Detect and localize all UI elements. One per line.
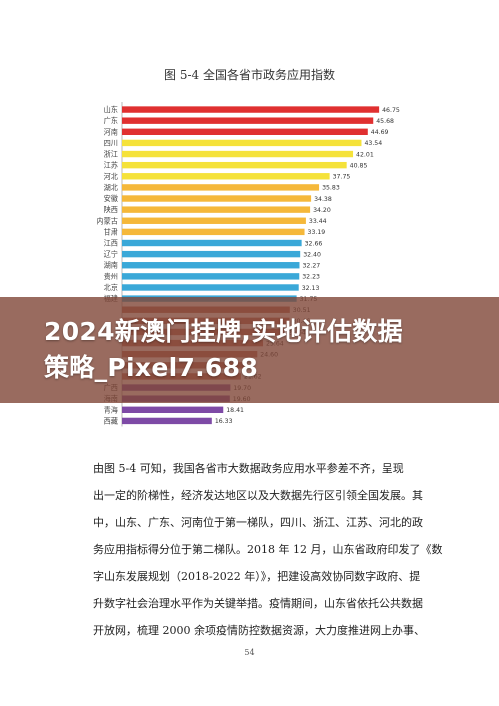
bar-9: [122, 206, 311, 213]
value-label: 33.44: [309, 218, 327, 225]
value-label: 32.40: [303, 251, 321, 258]
category-label: 河北: [104, 172, 118, 181]
value-label: 43.54: [364, 140, 382, 147]
bar-4: [122, 150, 354, 158]
value-label: 34.20: [313, 207, 331, 214]
category-label: 陕西: [104, 205, 118, 214]
bar-1: [122, 117, 374, 124]
bar-12: [122, 239, 302, 247]
body-line: 由图 5-4 可知，我国各省市大数据政务应用水平参差不齐，呈现: [93, 462, 404, 475]
category-label: 甘肃: [104, 227, 118, 236]
category-label: 四川: [104, 138, 118, 147]
category-label: 江西: [104, 239, 118, 248]
category-label: 安徽: [104, 194, 119, 203]
value-label: 18.41: [226, 407, 244, 414]
value-label: 32.23: [302, 274, 320, 281]
bar-13: [122, 250, 301, 258]
bar-28: [122, 417, 212, 425]
bar-3: [122, 139, 362, 147]
value-label: 35.83: [322, 185, 340, 192]
category-label: 湖南: [104, 261, 118, 270]
value-label: 32.66: [305, 240, 323, 247]
value-label: 42.01: [356, 151, 374, 158]
page-number: 54: [244, 648, 255, 657]
category-label: 江苏: [104, 161, 118, 170]
bar-16: [122, 284, 299, 291]
bar-5: [122, 161, 347, 169]
category-label: 山东: [104, 105, 118, 114]
category-label: 内蒙古: [96, 216, 118, 225]
bar-7: [122, 184, 320, 191]
value-label: 32.13: [302, 285, 320, 292]
body-line: 出一定的阶梯性，经济发达地区以及大数据先行区引领全国发展。其: [93, 489, 423, 502]
category-label: 浙江: [104, 150, 118, 159]
category-label: 辽宁: [104, 250, 118, 259]
bar-2: [122, 128, 368, 135]
headline-line-1: 2024新澳门挂牌,实地评估数据: [44, 317, 403, 346]
body-line: 升数字社会治理水平作为关键举措。疫情期间，山东省依托公共数据: [93, 597, 423, 610]
category-label: 贵州: [104, 272, 118, 281]
body-line: 字山东发展规划（2018-2022 年）》，把建设高效协同数字政府、提: [93, 570, 421, 583]
category-label: 北京: [104, 283, 118, 292]
category-label: 广东: [104, 116, 118, 125]
category-label: 青海: [104, 405, 118, 414]
category-label: 湖北: [104, 183, 118, 192]
body-line: 中，山东、广东、河南位于第一梯队，四川、浙江、江苏、河北的政: [93, 516, 423, 529]
value-label: 16.33: [215, 418, 233, 425]
bar-10: [122, 217, 306, 224]
value-label: 33.19: [308, 229, 326, 236]
value-label: 40.85: [350, 162, 368, 169]
body-line: 务应用指标得分位于第二梯队。2018 年 12 月，山东省政府印发了《数: [93, 543, 443, 556]
value-label: 37.75: [333, 174, 351, 181]
bar-0: [122, 106, 380, 113]
value-label: 34.38: [314, 196, 332, 203]
value-label: 46.75: [382, 107, 400, 114]
chart-title: 图 5-4 全国各省市政务应用指数: [164, 68, 335, 82]
headline-banner: 2024新澳门挂牌,实地评估数据 策略_Pixel7.688: [0, 297, 499, 403]
value-label: 45.68: [376, 118, 394, 125]
bar-27: [122, 406, 224, 413]
value-label: 44.69: [371, 129, 389, 136]
category-label: 西藏: [104, 416, 118, 425]
bar-6: [122, 173, 330, 180]
bar-14: [122, 262, 300, 269]
bar-15: [122, 273, 300, 280]
body-line: 开放网，梳理 2000 余项疫情防控数据资源，大力度推进网上办事、: [93, 624, 425, 637]
headline-line-2: 策略_Pixel7.688: [44, 353, 259, 382]
category-label: 河南: [104, 127, 118, 136]
value-label: 32.27: [302, 263, 320, 270]
body-paragraph: 由图 5-4 可知，我国各省市大数据政务应用水平参差不齐，呈现出一定的阶梯性，经…: [93, 455, 443, 644]
bar-8: [122, 195, 312, 202]
bar-11: [122, 228, 305, 236]
